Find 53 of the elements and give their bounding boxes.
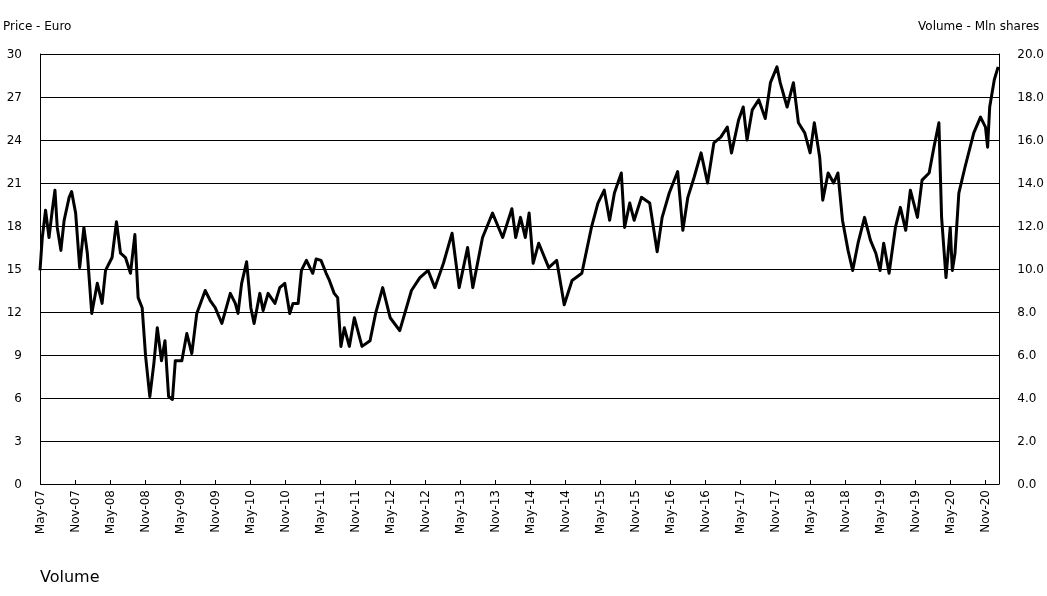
x-tick-label: May-14 — [523, 490, 538, 535]
y2-tick-label: 20.0 — [1017, 47, 1044, 61]
y-tick-label: 12 — [6, 305, 22, 319]
x-tick-label: Nov-17 — [768, 490, 783, 533]
y-axis-title: Price - Euro — [3, 19, 72, 33]
x-tick-label: May-10 — [243, 490, 258, 535]
x-tick-label: May-11 — [313, 490, 328, 535]
y2-tick-label: 8.0 — [1017, 305, 1037, 319]
x-tick-label: Nov-13 — [488, 490, 503, 533]
x-tick-label: May-09 — [173, 490, 188, 535]
x-tick-label: May-19 — [873, 490, 888, 535]
x-tick-label: Nov-10 — [278, 490, 293, 533]
x-tick-label: May-16 — [663, 490, 678, 535]
y2-tick-label: 4.0 — [1017, 391, 1037, 405]
y2-tick-label: 12.0 — [1017, 219, 1044, 233]
y2-tick-label: 0.0 — [1017, 477, 1037, 491]
y2-tick-label: 6.0 — [1017, 348, 1037, 362]
x-tick-label: May-07 — [33, 490, 47, 535]
x-tick-label: May-18 — [803, 490, 818, 535]
x-tick-label: Nov-11 — [348, 490, 363, 533]
x-tick-label: Nov-19 — [908, 490, 923, 533]
y2-tick-label: 14.0 — [1017, 176, 1044, 190]
x-tick-label: Nov-12 — [418, 490, 433, 533]
y-tick-label: 18 — [6, 219, 22, 233]
x-tick-label: Nov-20 — [978, 490, 993, 533]
x-tick-label: Nov-09 — [208, 490, 223, 533]
text: Volume — [40, 566, 100, 586]
y-tick-label: 6 — [14, 391, 22, 405]
x-tick-label: Nov-16 — [698, 490, 713, 533]
y2-tick-label: 16.0 — [1017, 133, 1044, 147]
x-tick-label: Nov-18 — [838, 490, 853, 533]
y-tick-label: 15 — [6, 262, 22, 276]
y-tick-label: 3 — [14, 434, 22, 448]
y-tick-label: 30 — [6, 47, 22, 61]
y-tick-label: 21 — [6, 176, 22, 190]
x-tick-label: Nov-15 — [628, 490, 643, 533]
y-tick-label: 27 — [6, 90, 22, 104]
x-tick-label: May-17 — [733, 490, 748, 535]
y2-tick-label: 18.0 — [1017, 90, 1044, 104]
y-tick-label: 24 — [6, 133, 22, 147]
x-tick-label: May-20 — [943, 490, 958, 535]
y-tick-label: 9 — [14, 348, 22, 362]
y-tick-label: 0 — [14, 477, 22, 491]
x-tick-label: Nov-08 — [138, 490, 153, 533]
x-tick-label: May-08 — [103, 490, 118, 535]
x-tick-label: Nov-07 — [68, 490, 83, 533]
y2-axis-title: Volume - Mln shares — [918, 19, 1040, 33]
x-tick-label: Nov-14 — [558, 490, 573, 533]
y2-tick-label: 10.0 — [1017, 262, 1044, 276]
x-tick-label: May-13 — [453, 490, 468, 535]
x-tick-label: May-12 — [383, 490, 398, 535]
y2-tick-label: 2.0 — [1017, 434, 1037, 448]
x-tick-label: May-15 — [593, 490, 608, 535]
